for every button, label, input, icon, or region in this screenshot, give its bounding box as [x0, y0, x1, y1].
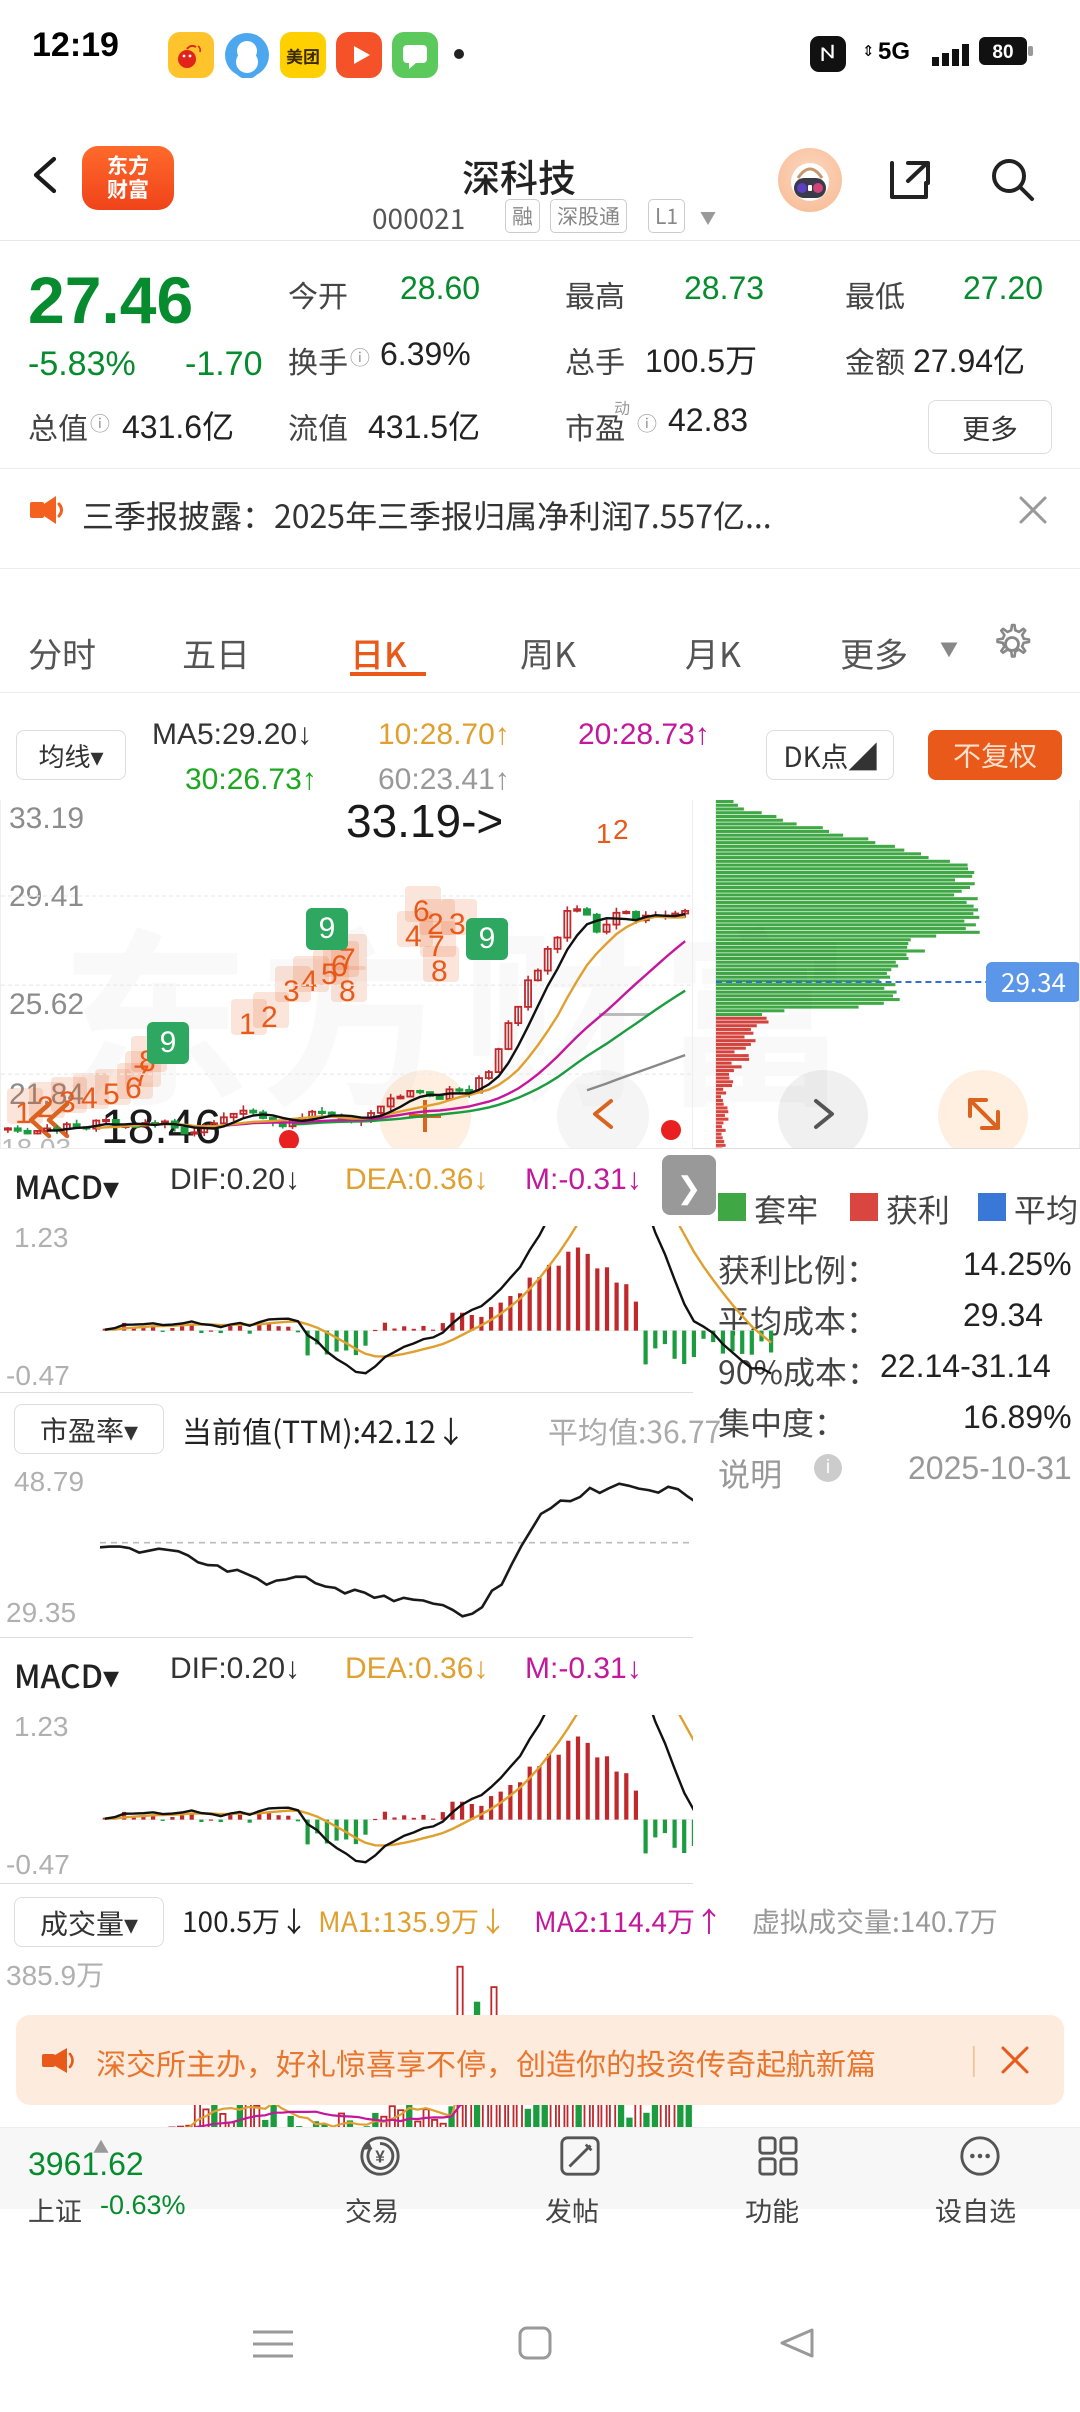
svg-text:¥: ¥: [375, 2147, 385, 2167]
svg-text:美团: 美团: [286, 43, 320, 68]
svg-text:80: 80: [992, 42, 1013, 63]
